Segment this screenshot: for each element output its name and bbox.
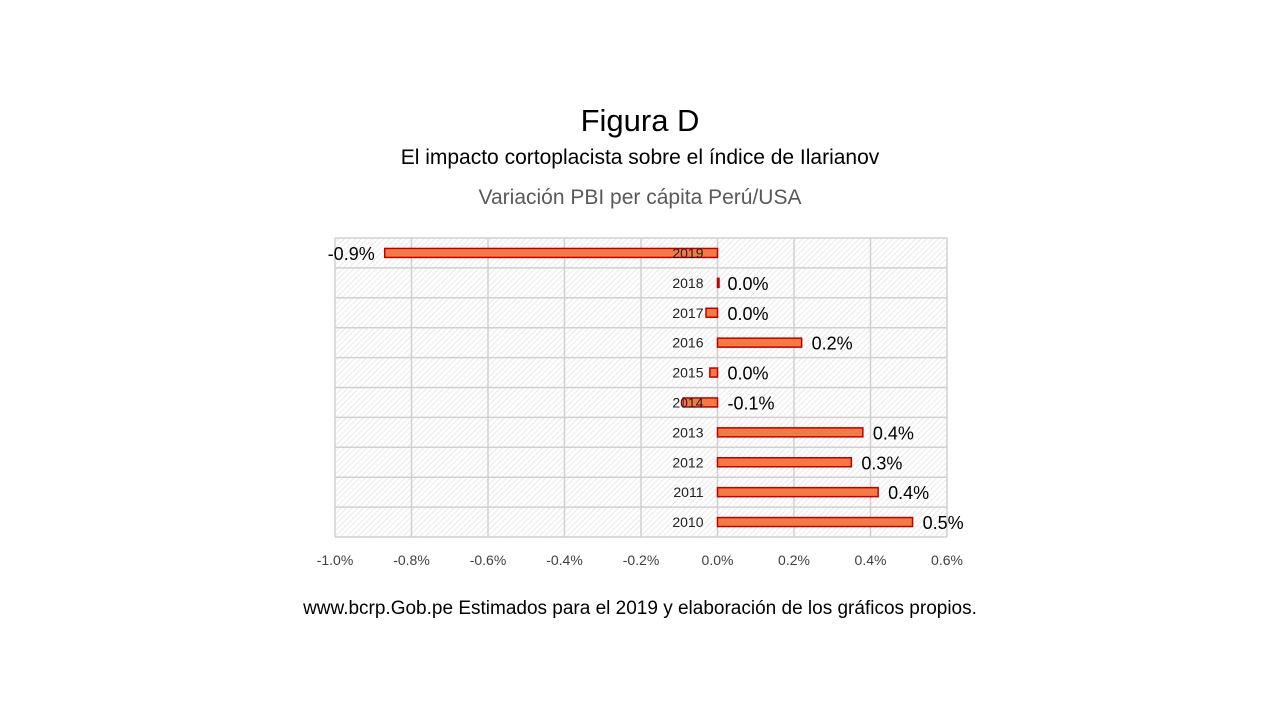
category-label: 2012: [672, 454, 703, 470]
category-label: 2018: [672, 275, 703, 291]
data-label: 0.2%: [812, 334, 853, 354]
bar: [716, 486, 879, 498]
bar: [716, 457, 853, 468]
category-label: 2017: [672, 305, 703, 321]
category-label: 2014: [672, 394, 703, 410]
chart-title: Variación PBI per cápita Perú/USA: [478, 186, 802, 209]
data-label: 0.4%: [888, 483, 929, 503]
bar: [716, 427, 864, 438]
bars: [383, 247, 914, 528]
category-label: 2011: [673, 484, 703, 500]
bar: [716, 277, 720, 289]
bar: [709, 367, 719, 378]
category-label: 2010: [672, 514, 703, 530]
bar: [716, 337, 803, 348]
data-label: 0.4%: [873, 423, 914, 443]
gridlines: [334, 237, 948, 538]
bar: [705, 307, 719, 318]
labels: -1.0% -0.8% -0.6% -0.4% -0.2% 0.0% 0.2% 0.4% 0.6…: [317, 244, 964, 568]
category-label: 2019: [672, 245, 703, 261]
data-label: 0.5%: [923, 513, 964, 533]
category-label: 2015: [672, 365, 703, 381]
category-label: 2016: [672, 335, 703, 351]
x-tick-label: 0.0%: [702, 552, 734, 568]
bar: [682, 397, 719, 408]
x-tick-label: -0.4%: [546, 552, 583, 568]
source-note: www.bcrp.Gob.pe Estimados para el 2019 y…: [303, 598, 977, 619]
data-label: -0.9%: [328, 244, 375, 264]
x-tick-label: 0.6%: [931, 552, 963, 568]
figure-title: Figura D: [580, 103, 700, 138]
figure-subtitle: El impacto cortoplacista sobre el índice…: [400, 146, 880, 169]
data-label: 0.0%: [728, 364, 769, 384]
category-label: 2013: [672, 424, 703, 440]
x-tick-label: -0.8%: [393, 552, 430, 568]
x-tick-label: -0.6%: [470, 552, 507, 568]
bar: [716, 516, 914, 528]
data-label: -0.1%: [728, 393, 775, 413]
x-tick-label: -1.0%: [317, 552, 354, 568]
data-label: 0.0%: [728, 274, 769, 294]
bar: [383, 247, 719, 259]
data-label: 0.0%: [728, 304, 769, 324]
x-tick-label: 0.2%: [778, 552, 810, 568]
data-label: 0.3%: [861, 453, 902, 473]
x-tick-label: 0.4%: [855, 552, 887, 568]
x-tick-label: -0.2%: [623, 552, 660, 568]
